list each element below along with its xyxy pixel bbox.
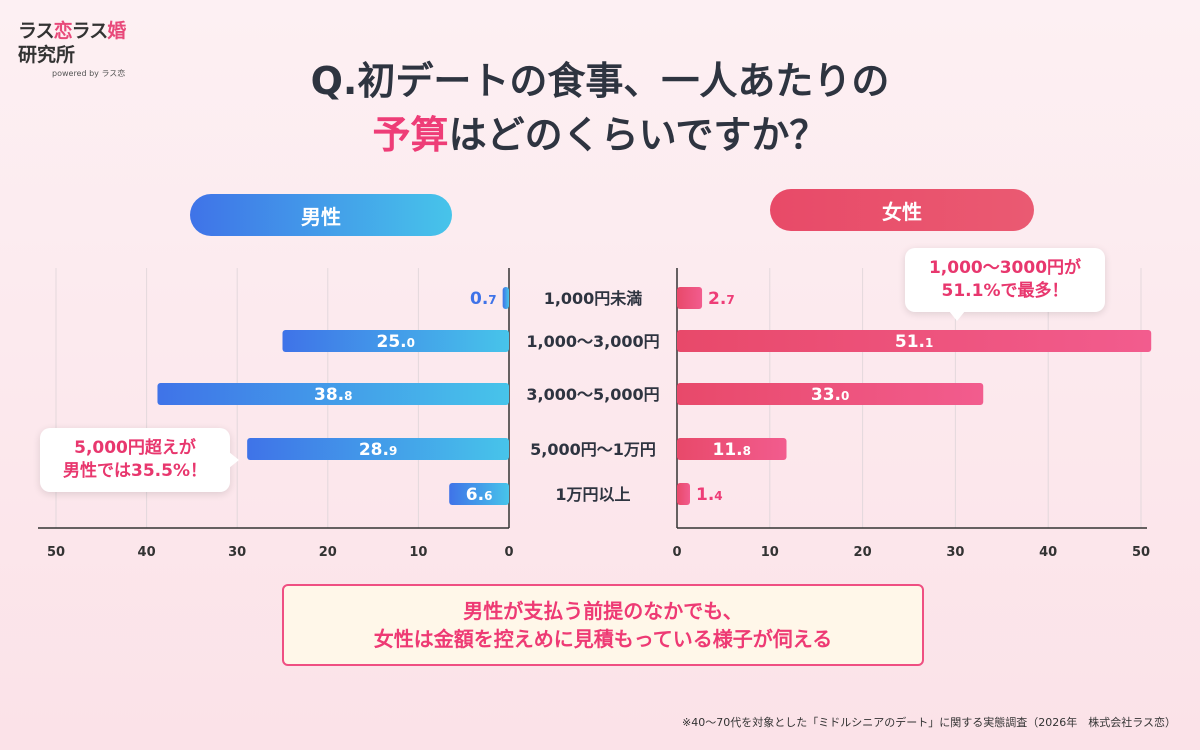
conclusion-line: 男性が支払う前提のなかでも、 <box>463 599 743 623</box>
category-label: 1,000～3,000円 <box>526 332 659 351</box>
logo-subtitle: 研究所 <box>18 44 76 66</box>
title-line2: 予算はどのくらいですか？ <box>0 104 1200 159</box>
logo-text: 恋 <box>53 20 73 42</box>
tick-label: 20 <box>854 545 872 560</box>
male-value-label: 28.9 <box>359 440 397 460</box>
tick-label: 40 <box>1039 545 1057 560</box>
logo-powered-by: powered by ラス恋 <box>52 69 126 78</box>
title-line1: Q.初デートの食事、一人あたりの <box>310 59 890 103</box>
logo-text: ラス <box>71 20 109 42</box>
title-rest: はどのくらいですか？ <box>448 113 828 157</box>
male-bar <box>247 438 509 460</box>
source-note: ※40～70代を対象とした「ミドルシニアのデート」に関する実態調査（2026年 … <box>682 716 1176 729</box>
tick-label: 40 <box>138 545 156 560</box>
female-value-label: 51.1 <box>895 332 933 352</box>
tick-label: 10 <box>761 545 779 560</box>
female-bar <box>677 438 787 460</box>
male-bar <box>449 483 509 505</box>
tick-label: 20 <box>319 545 337 560</box>
male-callout-line: 男性では35.5%！ <box>63 461 207 481</box>
male-value-label: 25.0 <box>377 332 415 352</box>
male-value-label: 0.7 <box>470 289 497 309</box>
tick-label: 10 <box>409 545 427 560</box>
male-bar <box>282 330 509 352</box>
tick-label: 0 <box>672 545 681 560</box>
male-bar <box>502 287 509 309</box>
female-value-label: 33.0 <box>811 385 849 405</box>
female-bar <box>677 330 1152 352</box>
female-value-label: 2.7 <box>708 289 735 309</box>
male-value-label: 38.8 <box>314 385 352 405</box>
female-value-label: 1.4 <box>696 485 723 505</box>
male-header: 男性 <box>190 194 452 236</box>
male-value-label: 6.6 <box>466 485 493 505</box>
female-callout: 1,000～3000円が 51.1%で最多！ <box>905 248 1105 321</box>
female-bar <box>677 383 984 405</box>
tick-label: 30 <box>228 545 246 560</box>
tick-label: 30 <box>946 545 964 560</box>
tick-label: 50 <box>47 545 65 560</box>
male-bar <box>157 383 510 405</box>
conclusion-line: 女性は金額を控えめに見積もっている様子が伺える <box>373 627 833 651</box>
male-callout-line: 5,000円超えが <box>74 438 196 458</box>
category-label: 1万円以上 <box>555 485 630 504</box>
logo: ラス恋ラス婚 研究所 powered by ラス恋 <box>18 16 158 79</box>
tick-label: 50 <box>1132 545 1150 560</box>
female-bar <box>677 483 690 505</box>
tick-label: 0 <box>504 545 513 560</box>
female-value-label: 11.8 <box>713 440 751 460</box>
male-callout: 5,000円超えが 男性では35.5%！ <box>40 428 239 492</box>
logo-text: 婚 <box>107 20 126 42</box>
category-label: 5,000円～1万円 <box>530 440 656 459</box>
female-callout-line: 1,000～3000円が <box>928 258 1082 278</box>
conclusion-box: 男性が支払う前提のなかでも、 女性は金額を控えめに見積もっている様子が伺える <box>282 584 924 666</box>
female-bar <box>677 287 703 309</box>
title-highlight: 予算 <box>372 113 449 157</box>
category-label: 1,000円未満 <box>544 289 643 308</box>
logo-text: ラス <box>18 20 55 42</box>
female-callout-line: 51.1%で最多！ <box>941 281 1069 301</box>
female-header: 女性 <box>770 189 1034 231</box>
category-label: 3,000～5,000円 <box>526 385 659 404</box>
